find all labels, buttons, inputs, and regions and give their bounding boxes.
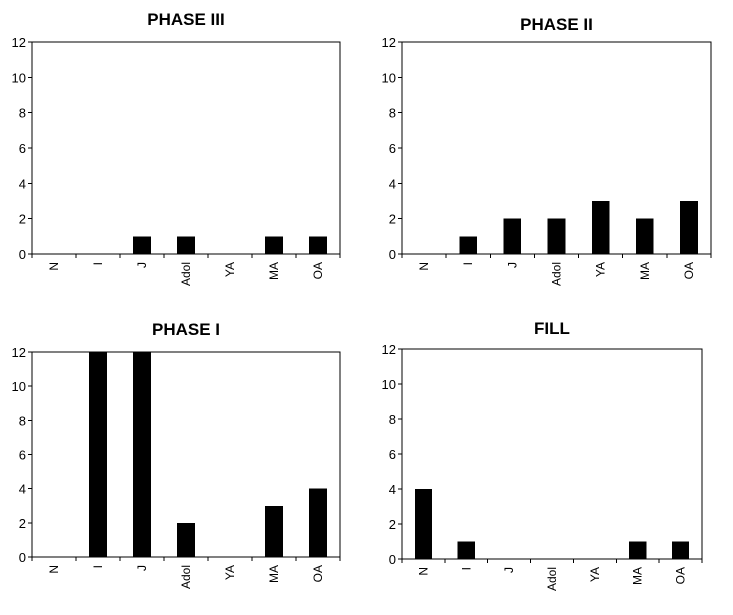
bar-phase-ii-ya (591, 201, 610, 254)
y-tick-label-phase-i: 4 (19, 482, 26, 497)
plot-area-phase-iii (31, 41, 341, 255)
bar-phase-ii-adol (547, 218, 566, 254)
bar-phase-iii-j (133, 236, 151, 254)
chart-phase-ii: PHASE II 0 2 4 6 8 10 12 N I J Adol YA MA OA (382, 15, 712, 286)
chart-title-fill: FILL (534, 319, 570, 338)
x-tick-label-phase-ii: OA (682, 262, 696, 279)
x-tick-label-phase-i: I (91, 565, 105, 568)
y-tick-label-phase-ii: 2 (389, 212, 396, 227)
chart-fill: FILL 0 2 4 6 8 10 12 N I J Adol YA MA OA (382, 319, 703, 591)
y-tick-label-phase-iii: 10 (12, 70, 26, 85)
bar-phase-ii-i (459, 236, 478, 254)
y-tick-label-fill: 4 (389, 482, 396, 497)
x-tick-label-phase-ii: Adol (550, 262, 564, 286)
y-tick-label-phase-i: 0 (19, 550, 26, 565)
bar-phase-iii-oa (309, 236, 327, 254)
y-tick-label-fill: 6 (389, 447, 396, 462)
plot-area-fill (401, 348, 703, 560)
bar-phase-i-oa (309, 488, 327, 557)
y-tick-label-phase-iii: 0 (19, 247, 26, 262)
bar-phase-ii-ma (635, 218, 654, 254)
y-tick-label-phase-i: 6 (19, 448, 26, 463)
y-tick-label-fill: 12 (382, 342, 396, 357)
x-tick-label-fill: J (502, 567, 516, 573)
x-tick-label-phase-ii: N (417, 262, 431, 271)
x-tick-label-phase-i: J (135, 565, 149, 571)
x-tick-label-fill: MA (631, 567, 645, 585)
y-tick-label-phase-iii: 2 (19, 212, 26, 227)
bar-phase-ii-j (503, 218, 522, 254)
bar-phase-i-i (89, 352, 107, 557)
x-tick-label-phase-ii: I (461, 262, 475, 265)
x-tick-label-fill: I (459, 567, 473, 570)
y-tick-label-phase-ii: 4 (389, 176, 396, 191)
y-tick-label-phase-ii: 10 (382, 70, 396, 85)
bar-phase-ii-oa (680, 201, 698, 254)
x-tick-label-phase-i: OA (311, 565, 325, 582)
x-tick-label-fill: N (416, 567, 430, 576)
x-tick-label-fill: Adol (545, 567, 559, 591)
x-tick-label-phase-iii: J (135, 262, 149, 268)
x-tick-label-phase-iii: N (47, 262, 61, 271)
bar-phase-i-adol (177, 522, 195, 557)
chart-title-phase-i: PHASE I (152, 320, 220, 339)
x-tick-label-phase-iii: MA (267, 262, 281, 280)
bar-fill-i (457, 541, 475, 559)
x-tick-label-fill: OA (674, 567, 688, 584)
bar-phase-iii-adol (177, 236, 195, 254)
x-tick-label-phase-ii: J (505, 262, 519, 268)
y-tick-label-phase-i: 8 (19, 413, 26, 428)
y-tick-label-phase-iii: 12 (12, 35, 26, 50)
x-tick-label-phase-iii: Adol (179, 262, 193, 286)
y-tick-label-phase-ii: 6 (389, 141, 396, 156)
x-tick-label-phase-i: MA (267, 565, 281, 583)
x-tick-label-phase-iii: YA (223, 262, 237, 277)
bar-phase-i-j (133, 352, 151, 557)
x-tick-label-phase-iii: OA (311, 262, 325, 279)
chart-phase-i: PHASE I 0 2 4 6 8 10 12 N I J Adol YA MA OA (12, 320, 341, 589)
y-tick-label-phase-i: 12 (12, 345, 26, 360)
y-tick-label-fill: 10 (382, 377, 396, 392)
bar-fill-ma (629, 541, 647, 559)
bar-fill-oa (672, 541, 690, 559)
x-tick-label-phase-i: YA (223, 565, 237, 580)
x-tick-label-phase-iii: I (91, 262, 105, 265)
chart-title-phase-ii: PHASE II (520, 15, 593, 34)
y-tick-label-phase-i: 2 (19, 516, 26, 531)
bar-phase-i-ma (265, 505, 283, 557)
x-tick-label-phase-i: N (47, 565, 61, 574)
x-tick-label-phase-ii: YA (594, 262, 608, 277)
x-tick-label-phase-i: Adol (179, 565, 193, 589)
y-tick-label-phase-ii: 8 (389, 106, 396, 121)
y-tick-label-phase-iii: 4 (19, 176, 26, 191)
chart-phase-iii: PHASE III 0 2 4 6 8 10 12 N I J Adol YA MA OA (12, 10, 341, 286)
x-tick-label-phase-ii: MA (638, 262, 652, 280)
x-tick-label-fill: YA (588, 567, 602, 582)
y-tick-label-fill: 0 (389, 552, 396, 567)
y-tick-label-phase-ii: 0 (389, 247, 396, 262)
y-tick-label-fill: 2 (389, 517, 396, 532)
y-tick-label-fill: 8 (389, 412, 396, 427)
y-tick-label-phase-iii: 8 (19, 106, 26, 121)
bar-fill-n (414, 489, 432, 559)
y-tick-label-phase-ii: 12 (382, 35, 396, 50)
y-tick-label-phase-i: 10 (12, 379, 26, 394)
bar-phase-iii-ma (265, 236, 283, 254)
y-tick-label-phase-iii: 6 (19, 141, 26, 156)
chart-title-phase-iii: PHASE III (147, 10, 224, 29)
